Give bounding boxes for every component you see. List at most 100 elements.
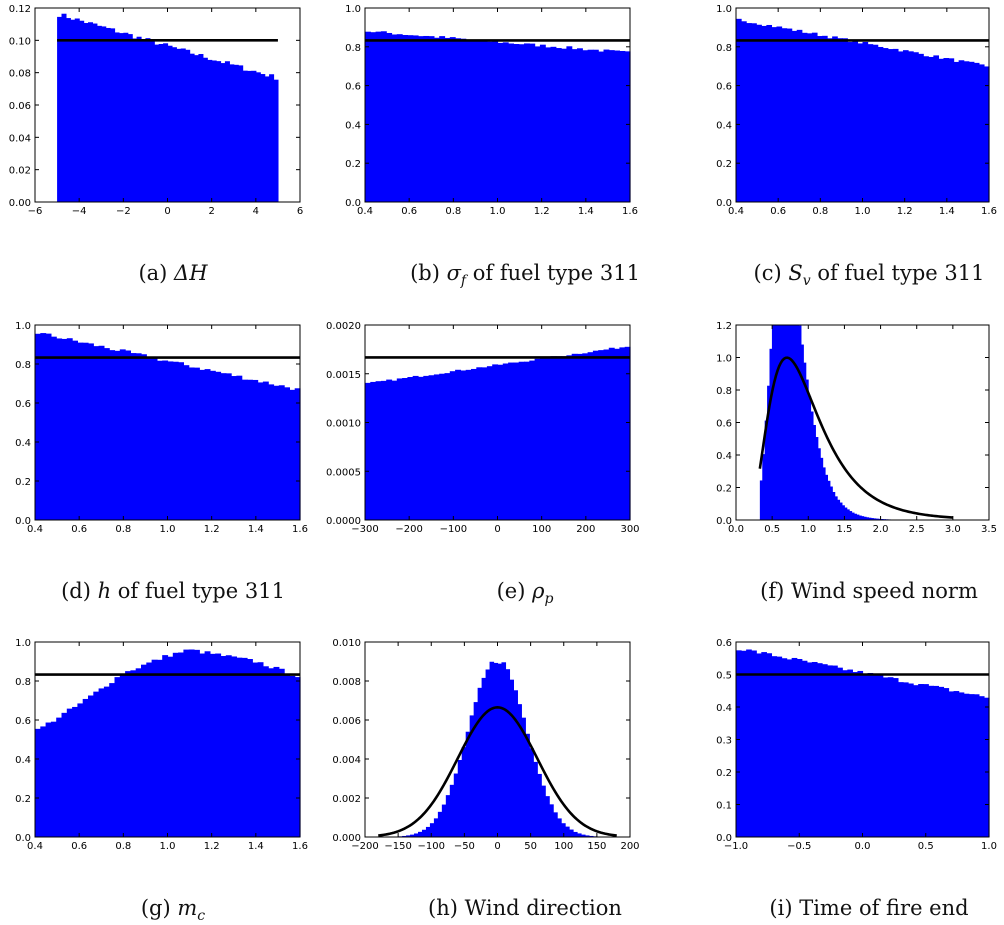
histogram-bar — [151, 357, 158, 520]
histogram-bar — [863, 516, 867, 520]
histogram-bar — [756, 653, 762, 837]
histogram-bar — [771, 656, 778, 837]
histogram-bar — [178, 652, 184, 837]
x-tick-label: −2 — [116, 206, 131, 217]
histogram-bar — [827, 38, 833, 203]
histogram-bar — [407, 35, 414, 202]
x-tick-label: 1.6 — [622, 206, 638, 217]
x-tick-label: 2 — [208, 206, 214, 217]
histogram-bar — [816, 36, 823, 203]
histogram-bar — [242, 70, 248, 202]
histogram-bar — [449, 371, 456, 520]
histogram-bar — [832, 36, 838, 202]
histogram-bar — [418, 36, 424, 202]
histogram-bar — [582, 50, 589, 202]
histogram-bar — [77, 342, 84, 520]
histogram-bar — [154, 44, 160, 203]
histogram-bar — [74, 18, 80, 202]
histogram-bar — [882, 677, 889, 837]
histogram-bar — [550, 356, 557, 520]
histogram-bar — [130, 670, 137, 837]
histogram-bar — [183, 649, 190, 837]
histogram-bar — [776, 26, 783, 203]
histogram-bar — [211, 60, 217, 203]
histogram-bar — [236, 375, 243, 520]
histogram-bar — [565, 826, 570, 837]
histogram-bar — [791, 325, 795, 520]
y-tick-label: 0.0015 — [326, 370, 361, 381]
histogram-bar — [978, 64, 985, 202]
y-tick-label: 0.0 — [716, 516, 732, 527]
y-tick-label: 0.8 — [716, 386, 732, 397]
histogram-bar — [273, 666, 280, 837]
histogram-bar — [273, 79, 279, 202]
histogram-bar — [370, 32, 377, 202]
caption-prefix: (e) — [497, 579, 533, 603]
y-tick-label: 0.6 — [716, 82, 732, 93]
histogram-bar — [481, 39, 488, 202]
subfigure-caption: (c) Sv of fuel type 311 — [754, 261, 985, 289]
histogram-bar — [109, 350, 116, 520]
x-tick-label: 0 — [164, 206, 170, 217]
histogram-bar — [202, 57, 208, 202]
histogram-bar — [162, 360, 169, 520]
y-tick-label: 0.2 — [716, 768, 732, 779]
histogram-bar — [40, 726, 47, 837]
histogram-bar — [294, 388, 301, 520]
x-tick-label: 1.2 — [534, 206, 550, 217]
histogram-bar — [968, 694, 975, 837]
histogram-bar — [561, 356, 567, 520]
histogram-bar — [948, 58, 955, 202]
y-tick-label: 0.2 — [345, 159, 361, 170]
histogram-bar — [220, 656, 227, 837]
histogram-bar — [811, 32, 818, 203]
histogram-bar — [817, 448, 821, 520]
x-tick-label: 1.6 — [981, 206, 997, 217]
histogram-bar — [584, 835, 590, 837]
histogram-bar — [199, 369, 206, 520]
x-tick-label: 1.2 — [204, 524, 220, 535]
y-tick-label: 0.2 — [716, 484, 732, 495]
histogram-bar — [229, 64, 235, 203]
histogram-bar — [66, 338, 73, 520]
histogram-bar — [396, 34, 403, 203]
x-tick-label: 6 — [297, 206, 303, 217]
histogram-bar — [566, 46, 573, 202]
y-tick-label: 0.006 — [332, 716, 361, 727]
histogram-bar — [923, 684, 929, 837]
histogram-bar — [180, 48, 186, 203]
histogram-bar — [441, 804, 447, 837]
caption-subscript: v — [803, 273, 811, 289]
x-tick-label: 1.6 — [292, 841, 308, 852]
histogram-bar — [781, 658, 788, 837]
x-tick-label: 1.0 — [160, 841, 176, 852]
caption-prefix: (b) — [410, 261, 447, 285]
x-tick-label: 1.0 — [800, 524, 816, 535]
histogram-bar — [918, 53, 924, 203]
histogram-bar — [294, 677, 301, 837]
histogram-bar — [783, 325, 787, 520]
histogram-bar — [549, 804, 554, 837]
x-tick-label: 0.8 — [812, 206, 828, 217]
histogram-bar — [741, 21, 747, 203]
y-tick-label: 0.0 — [345, 198, 361, 209]
histogram-bar — [858, 515, 862, 520]
y-tick-label: 0.3 — [716, 736, 732, 747]
histogram-bar — [786, 325, 790, 520]
histogram-bar — [98, 688, 105, 837]
histogram-bar — [569, 829, 574, 837]
x-tick-label: −100 — [440, 524, 467, 535]
y-tick-label: 0.4 — [716, 120, 732, 131]
histogram-bar — [247, 70, 253, 202]
histogram-bar — [928, 56, 934, 202]
histogram-bar — [561, 48, 567, 202]
histogram-bar — [35, 728, 41, 837]
y-tick-label: 0.5 — [716, 671, 732, 682]
histogram-bar — [421, 829, 427, 837]
histogram-bar — [839, 502, 843, 520]
x-tick-label: −150 — [384, 841, 411, 852]
x-tick-label: 0.4 — [357, 206, 373, 217]
histogram-bar — [146, 358, 153, 520]
x-tick-label: −200 — [351, 841, 378, 852]
x-tick-label: 100 — [554, 841, 573, 852]
